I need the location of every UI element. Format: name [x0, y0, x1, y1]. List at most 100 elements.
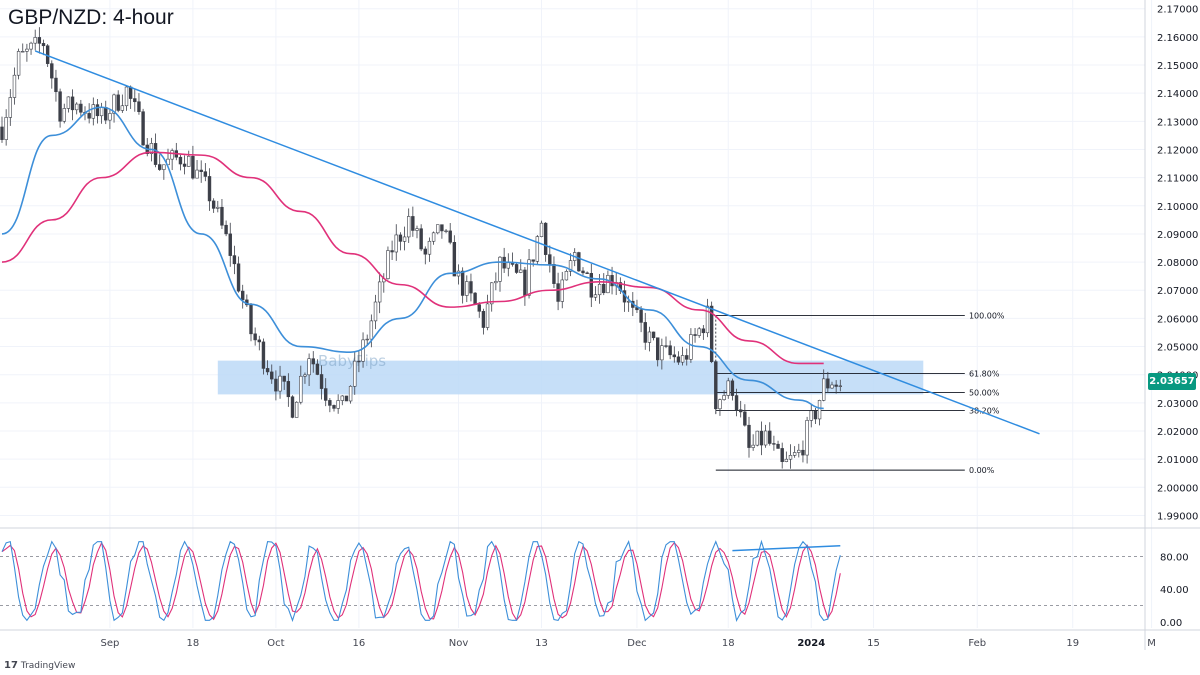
time-tick-label: 18 [722, 638, 735, 649]
price-tick-label: 1.99000 [1157, 511, 1198, 522]
candle-body [199, 169, 203, 172]
candle-body [390, 250, 394, 253]
fibonacci-retracement: 100.00% 61.80% 50.00% 38.20% 0.00% [715, 312, 1005, 475]
candle-body [236, 263, 241, 292]
candle-body [332, 405, 336, 409]
candle-body [452, 242, 457, 277]
candle-body [50, 63, 54, 79]
axes: 2.17000 2.16000 2.15000 2.14000 2.13000 2.120… [0, 0, 1200, 650]
candle-body [797, 449, 801, 453]
candle-body [33, 37, 37, 44]
candle-body [730, 380, 735, 396]
tradingview-logo-text: TradingView [20, 660, 76, 671]
candle-body [655, 337, 660, 361]
candle-body [54, 77, 58, 93]
candle-body [91, 104, 96, 119]
candle-body [643, 322, 647, 343]
candle-body [481, 311, 486, 328]
candle-body [377, 281, 382, 303]
candle-body [62, 108, 66, 122]
stochastic-oscillator: 80.00 40.00 0.00 [0, 539, 1189, 629]
candle-body [394, 234, 398, 253]
candle-body [494, 281, 498, 284]
candlestick-series [0, 27, 843, 469]
candle-body [29, 42, 33, 50]
price-tick-label: 2.02000 [1157, 427, 1198, 438]
candle-body [95, 104, 100, 117]
time-tick-label: 15 [867, 638, 880, 649]
candle-body [647, 331, 652, 343]
candle-body [265, 368, 270, 373]
candle-body [182, 163, 187, 167]
price-tick-label: 2.11000 [1157, 174, 1198, 185]
oscillator-tick-label: 40.00 [1160, 585, 1189, 596]
candle-body [780, 448, 784, 462]
candle-body [838, 385, 843, 387]
time-tick-label: Sep [100, 638, 119, 649]
candle-body [137, 101, 141, 113]
price-tick-label: 2.14000 [1157, 89, 1198, 100]
candle-body [651, 331, 656, 339]
price-tick-label: 2.07000 [1157, 286, 1198, 297]
candle-body [465, 281, 469, 296]
candle-body [759, 430, 764, 446]
candle-body [548, 254, 552, 265]
fib-level-label: 61.80% [969, 370, 1000, 379]
current-price-badge: 2.03657 [1148, 373, 1196, 390]
candle-body [369, 320, 374, 340]
candle-body [610, 275, 614, 287]
candle-body [539, 222, 544, 237]
candle-body [527, 259, 531, 296]
candle-body [319, 374, 324, 389]
price-tick-label: 2.01000 [1157, 455, 1198, 466]
candle-body [788, 455, 793, 460]
candle-body [12, 74, 17, 98]
price-tick-label: 2.13000 [1157, 117, 1198, 128]
candle-body [709, 305, 714, 362]
candle-body [315, 363, 320, 375]
fib-level-label: 50.00% [969, 388, 1000, 397]
candle-body [133, 98, 137, 103]
candle-body [307, 358, 311, 376]
candle-body [323, 388, 328, 401]
candle-body [224, 224, 228, 235]
candle-body [813, 410, 818, 420]
candle-body [170, 150, 174, 160]
candle-body [460, 270, 465, 296]
time-tick-label: Nov [449, 638, 469, 649]
candle-body [257, 339, 261, 343]
candle-body [606, 275, 610, 294]
candle-body [261, 341, 266, 369]
candle-body [743, 411, 747, 426]
candle-body [489, 282, 494, 305]
candle-body [178, 156, 183, 165]
candle-body [0, 126, 4, 140]
price-tick-label: 2.00000 [1157, 483, 1198, 494]
candle-body [124, 86, 129, 107]
candle-body [585, 272, 589, 274]
candle-body [120, 105, 125, 111]
candle-body [734, 395, 739, 411]
candle-body [514, 264, 519, 273]
candle-body [436, 224, 440, 234]
candle-body [353, 360, 357, 387]
candle-body [747, 424, 751, 448]
fib-level-label: 100.00% [969, 312, 1005, 321]
time-tick-label: Dec [627, 638, 646, 649]
candle-body [344, 395, 349, 402]
candle-body [270, 371, 274, 380]
candle-body [328, 400, 332, 406]
candle-body [128, 86, 133, 99]
candle-body [108, 113, 112, 121]
oscillator-tick-label: 80.00 [1160, 552, 1189, 563]
candle-body [211, 200, 216, 209]
candle-body [660, 345, 664, 361]
candle-body [282, 375, 286, 382]
candle-body [581, 270, 585, 274]
candle-body [116, 94, 120, 111]
candle-body [104, 107, 108, 121]
candle-body [220, 206, 224, 226]
candle-body [427, 240, 432, 255]
candle-body [299, 375, 303, 403]
